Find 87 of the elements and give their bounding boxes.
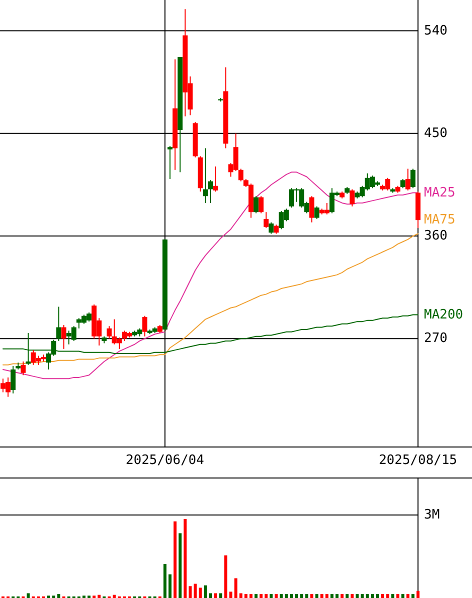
candlestick [61, 324, 66, 350]
bar [229, 592, 232, 598]
candlestick [410, 168, 416, 189]
y-tick-label: 450 [424, 126, 448, 141]
bar [346, 594, 349, 598]
candlestick [213, 166, 218, 192]
candlestick [20, 360, 26, 376]
bar [174, 521, 177, 598]
series-label: MA25 [424, 185, 456, 200]
candlestick [254, 196, 259, 214]
bar [366, 594, 369, 598]
bar [330, 594, 334, 598]
bar [376, 594, 380, 598]
candlestick [258, 196, 264, 214]
candlestick [314, 206, 320, 220]
candlestick [400, 178, 406, 189]
candlestick [238, 168, 244, 182]
bar [163, 564, 166, 598]
bar [411, 594, 414, 598]
bar [57, 594, 60, 598]
bar [219, 593, 222, 598]
candlestick [106, 326, 112, 340]
bar [401, 594, 404, 598]
text: 3M [424, 508, 440, 523]
bar [295, 594, 298, 598]
bar [290, 594, 293, 598]
candlestick [405, 168, 410, 191]
bar [244, 594, 248, 598]
bar [336, 594, 339, 598]
bar [280, 594, 283, 598]
candlestick [264, 212, 269, 229]
bar [350, 594, 354, 598]
bar [315, 594, 318, 598]
bar [360, 594, 364, 598]
bar [198, 588, 202, 598]
bar [386, 594, 390, 598]
bar [249, 594, 252, 598]
bar [320, 594, 324, 598]
bar [270, 594, 273, 598]
y-tick-label: 270 [424, 331, 448, 346]
bar [194, 584, 197, 598]
candlestick [10, 366, 16, 394]
candlestick [274, 224, 279, 234]
bar [112, 594, 116, 598]
y-tick-label: 360 [424, 228, 448, 244]
candlestick [208, 180, 213, 204]
series-label: MA75 [424, 212, 456, 228]
bar [260, 594, 263, 598]
bar [356, 594, 359, 598]
bar [396, 594, 400, 598]
bar [264, 594, 268, 598]
bar [310, 594, 314, 598]
bar [234, 578, 238, 598]
bar [168, 574, 172, 598]
bar [26, 593, 30, 598]
bar [370, 594, 374, 598]
candlestick [268, 222, 274, 234]
bar [340, 594, 344, 598]
bar [184, 519, 187, 598]
bar [224, 555, 228, 598]
candlestick [56, 306, 62, 342]
candlestick [168, 145, 173, 180]
y-tick-label: 540 [424, 23, 448, 38]
bar [406, 594, 410, 598]
bar [254, 594, 258, 598]
bar [416, 590, 420, 598]
bar [188, 586, 192, 598]
bar [98, 594, 101, 598]
bar [381, 594, 384, 598]
bar [391, 594, 394, 598]
bar [204, 585, 207, 598]
bar [239, 593, 242, 598]
bar [178, 533, 182, 598]
candlestick [202, 148, 208, 204]
x-tick-label: 2025/08/15 [378, 453, 458, 468]
bar [305, 594, 308, 598]
bar [284, 594, 288, 598]
bar [300, 594, 304, 598]
bar [209, 593, 212, 598]
series-label: MA200 [424, 307, 464, 322]
bar [274, 594, 278, 598]
candlestick [309, 196, 314, 223]
bar [325, 594, 328, 598]
candlestick [350, 188, 355, 207]
x-tick-label: 2025/06/04 [126, 453, 204, 468]
bar [214, 593, 218, 598]
candlestick [142, 315, 148, 337]
